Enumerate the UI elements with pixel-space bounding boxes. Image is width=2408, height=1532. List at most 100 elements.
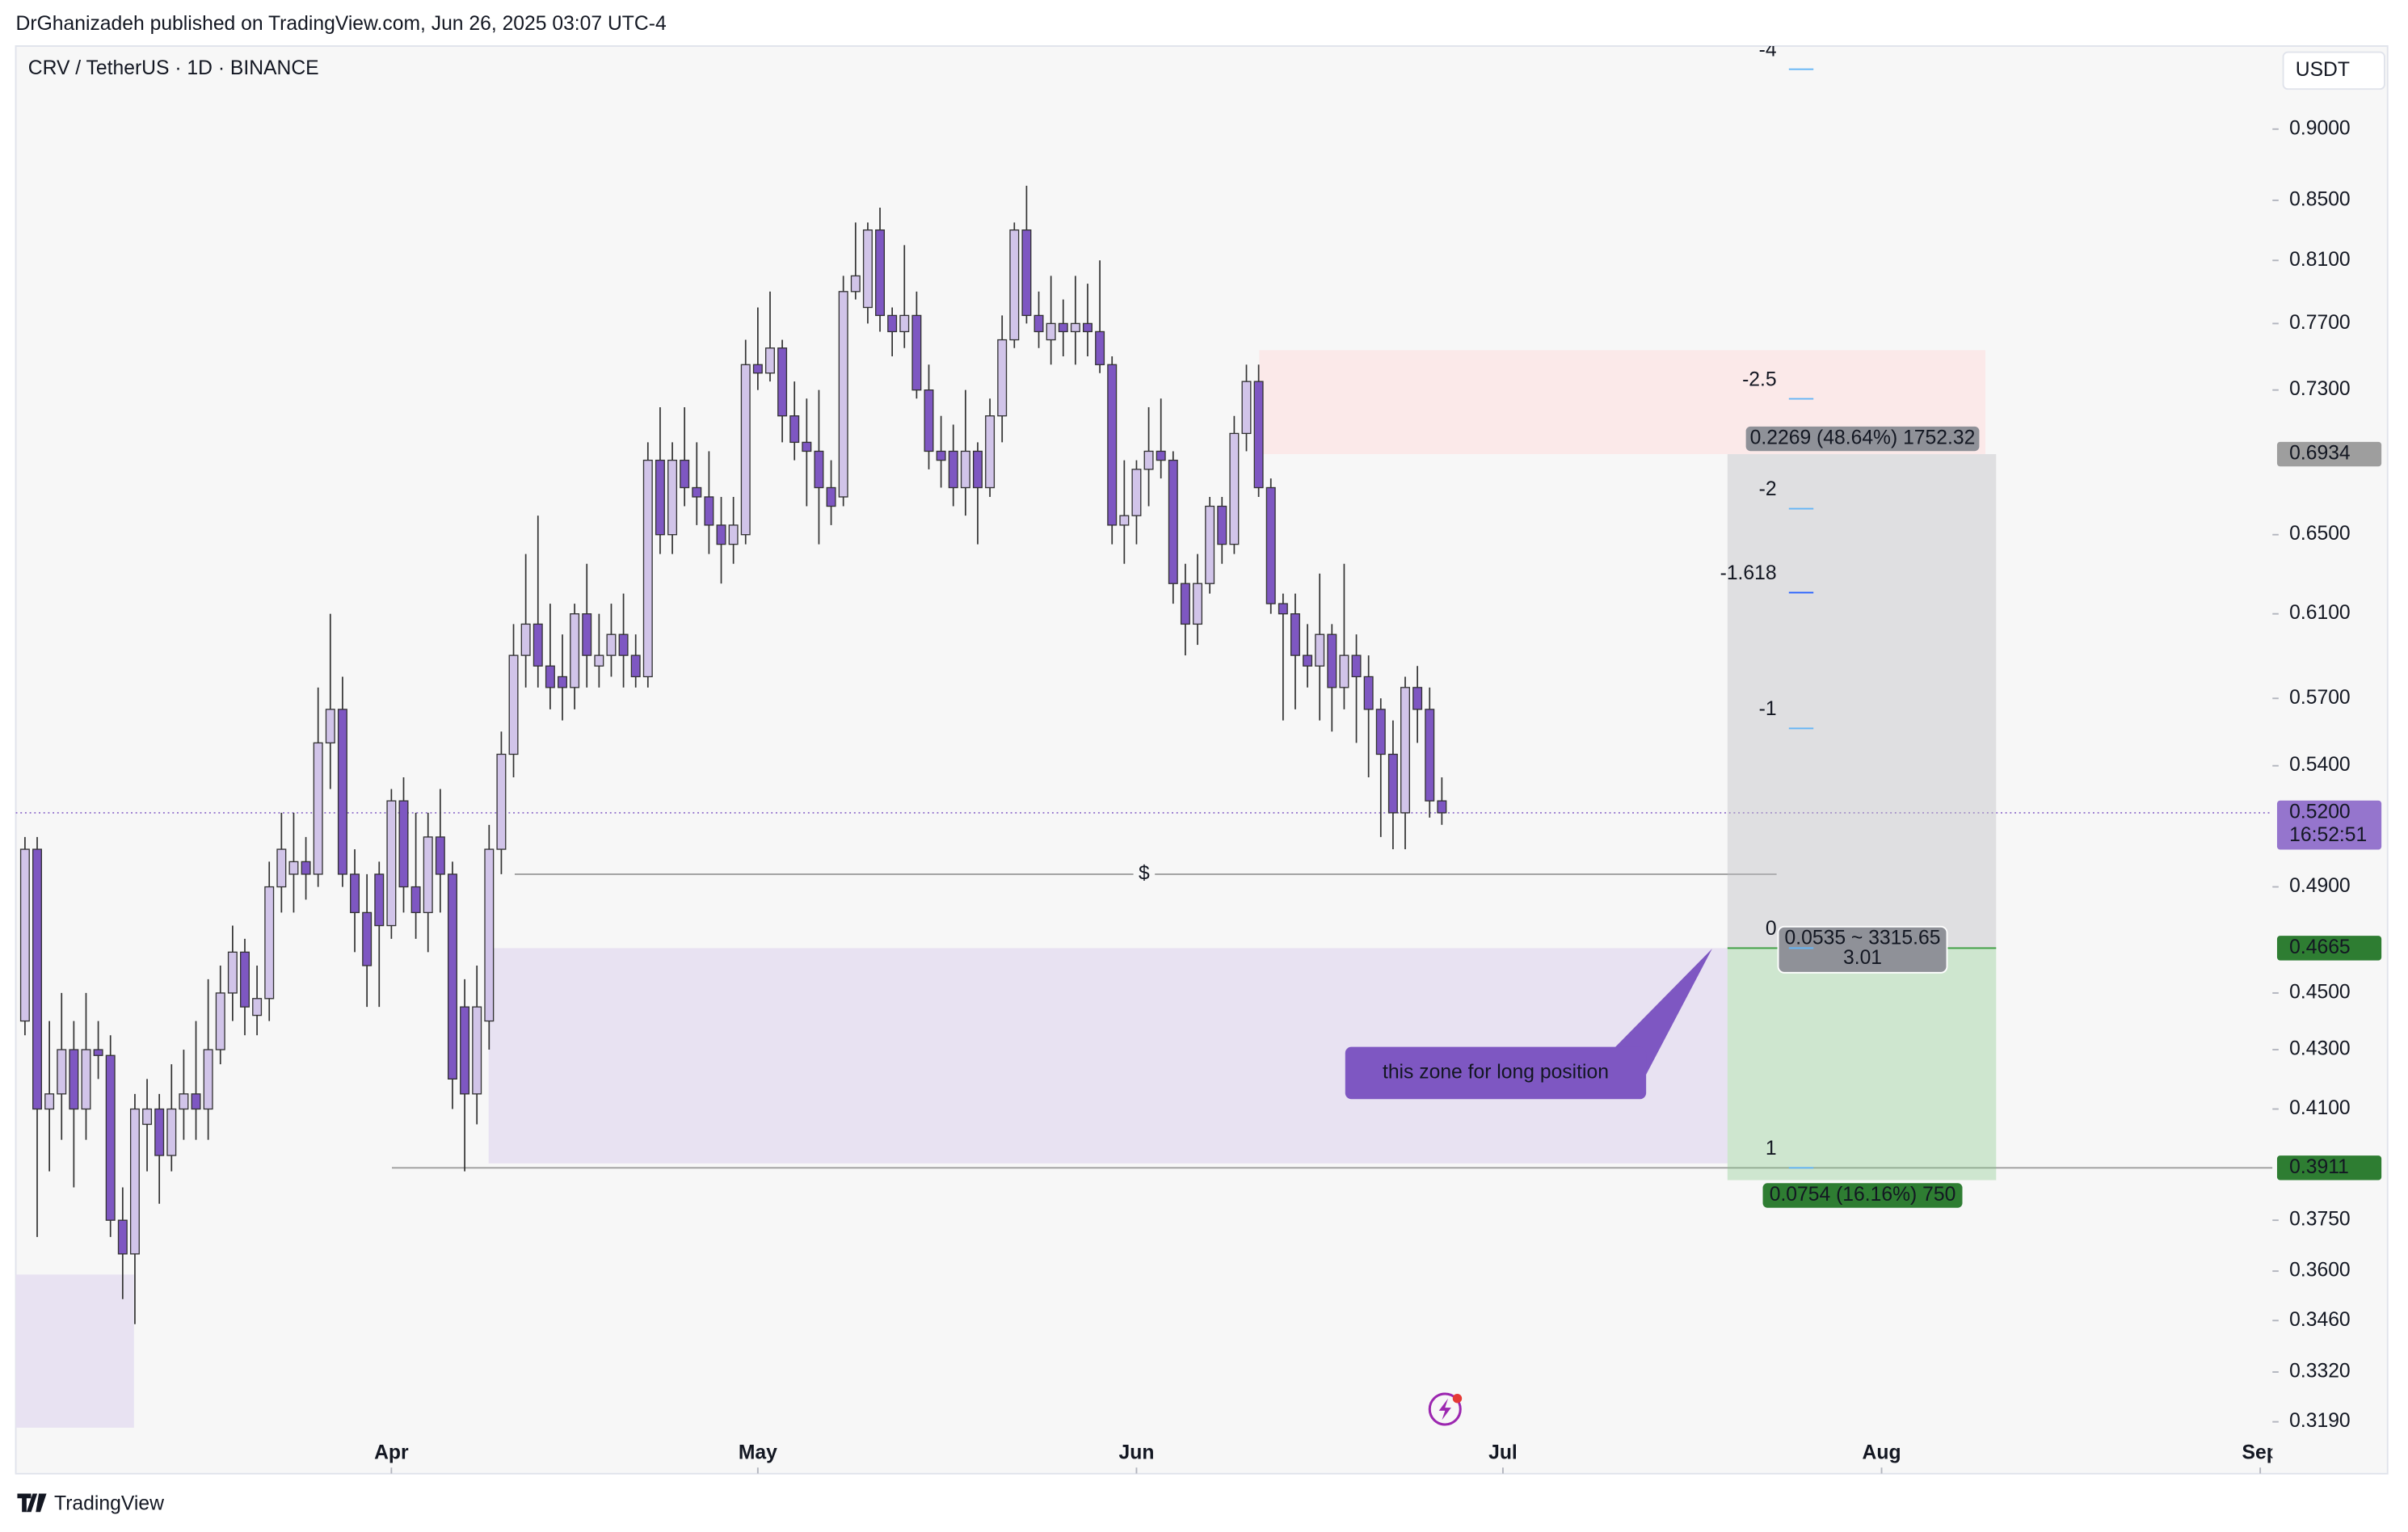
y-tick-label: 0.3460 bbox=[2289, 1309, 2351, 1331]
candle-body bbox=[594, 654, 604, 667]
candle-body bbox=[642, 459, 653, 678]
footer-logo: TradingView bbox=[17, 1492, 164, 1514]
y-tick-label: 0.4100 bbox=[2289, 1097, 2351, 1119]
target-box bbox=[1727, 454, 1997, 949]
currency-box[interactable] bbox=[2282, 51, 2385, 90]
target-label-bg bbox=[1745, 426, 1980, 452]
x-tick-label: Jun bbox=[1119, 1442, 1155, 1464]
candle-body bbox=[1265, 486, 1276, 604]
candle-body bbox=[1351, 654, 1362, 678]
candle-body bbox=[1290, 613, 1300, 656]
candle-body bbox=[1229, 432, 1240, 545]
candle-body bbox=[716, 524, 726, 545]
header: DrGhanizadeh published on TradingView.co… bbox=[16, 13, 667, 35]
candle-body bbox=[680, 459, 690, 489]
y-tick-label: 0.4900 bbox=[2289, 875, 2351, 897]
candle-body bbox=[410, 886, 421, 914]
y-tick-label: 0.6500 bbox=[2289, 523, 2351, 545]
candle-body bbox=[117, 1219, 128, 1255]
candle-body bbox=[69, 1049, 79, 1110]
candle-body bbox=[655, 459, 665, 536]
candle-body bbox=[1180, 583, 1190, 625]
y-tick-label: 0.3320 bbox=[2289, 1361, 2351, 1383]
y-tick-label: 0.8100 bbox=[2289, 249, 2351, 271]
candle-body bbox=[752, 364, 763, 374]
candle-body bbox=[1400, 687, 1410, 814]
candle-body bbox=[667, 459, 678, 536]
candle-body bbox=[337, 709, 347, 875]
candle-body bbox=[826, 486, 836, 507]
candle-body bbox=[777, 347, 788, 417]
candle-body bbox=[313, 742, 323, 875]
countdown: 16:52:51 bbox=[2289, 824, 2367, 846]
candle-body bbox=[252, 998, 263, 1016]
candle-body bbox=[1339, 654, 1349, 688]
x-tick-label: May bbox=[739, 1442, 777, 1464]
candle-body bbox=[618, 633, 629, 656]
fib-label: 1 bbox=[1766, 1138, 1777, 1160]
candle-body bbox=[814, 450, 824, 489]
candle-body bbox=[704, 496, 714, 526]
stop-label: 0.0754 (16.16%) 750 bbox=[1770, 1184, 1956, 1206]
candle-body bbox=[301, 861, 311, 875]
candle-body bbox=[239, 951, 250, 1008]
target-tag-bg bbox=[2276, 441, 2382, 467]
candle-body bbox=[1241, 381, 1252, 435]
event-circle bbox=[1428, 1392, 1462, 1426]
candle-body bbox=[1363, 676, 1374, 710]
y-tick-label: 0.5700 bbox=[2289, 687, 2351, 709]
fib-label: -1.618 bbox=[1720, 562, 1777, 584]
candle-body bbox=[1034, 314, 1044, 333]
candle-body bbox=[215, 992, 225, 1050]
candle-body bbox=[423, 836, 433, 914]
candle-body bbox=[362, 911, 373, 966]
candle-body bbox=[44, 1093, 55, 1110]
candle-body bbox=[496, 753, 507, 850]
x-tick-label: Jul bbox=[1488, 1442, 1518, 1464]
candle-body bbox=[985, 415, 996, 489]
candle-body bbox=[887, 314, 898, 333]
candle-body bbox=[960, 450, 970, 489]
entry-tag-bg bbox=[2276, 936, 2382, 961]
candle-body bbox=[1107, 364, 1118, 526]
candle-body bbox=[288, 861, 299, 875]
overlay: 0.9000 0.8500 0.8100 0.7700 0.7300 0.6500 0.61… bbox=[2272, 117, 2382, 1432]
candle-body bbox=[325, 709, 335, 744]
candle-body bbox=[1156, 450, 1166, 461]
candle-body bbox=[179, 1093, 189, 1110]
candle-body bbox=[520, 623, 531, 656]
candle-body bbox=[1303, 654, 1313, 667]
zone bbox=[15, 1274, 134, 1428]
candle-body bbox=[862, 229, 873, 309]
fib-label: -4 bbox=[1759, 39, 1777, 61]
candle-body bbox=[276, 848, 287, 888]
currency: USDT bbox=[2296, 59, 2350, 81]
candle-body bbox=[350, 873, 360, 914]
candle-body bbox=[545, 665, 555, 688]
last-price-tag: 0.5200 bbox=[2289, 801, 2351, 823]
candle-body bbox=[899, 314, 910, 333]
fib-label: -1 bbox=[1759, 698, 1777, 720]
candle-body bbox=[460, 1006, 470, 1095]
candle-body bbox=[166, 1108, 177, 1156]
candle-body bbox=[936, 450, 946, 461]
candle-body bbox=[1046, 322, 1056, 341]
candle-body bbox=[1193, 583, 1203, 625]
y-tick-label: 0.5400 bbox=[2289, 754, 2351, 776]
candle-body bbox=[1437, 800, 1447, 814]
candle-body bbox=[948, 450, 958, 489]
candle-body bbox=[81, 1049, 91, 1110]
candle-body bbox=[374, 873, 385, 927]
footer: TradingView bbox=[54, 1492, 164, 1514]
candle-body bbox=[630, 654, 641, 678]
candle-body bbox=[105, 1054, 116, 1221]
candle-body bbox=[227, 951, 238, 994]
candle-body bbox=[447, 873, 457, 1080]
candle-body bbox=[558, 676, 567, 688]
info-bg bbox=[1777, 925, 1948, 974]
event-icon[interactable] bbox=[1428, 1392, 1463, 1426]
candle-body bbox=[398, 800, 409, 888]
candle-body bbox=[435, 836, 445, 875]
candle-body bbox=[606, 633, 617, 656]
